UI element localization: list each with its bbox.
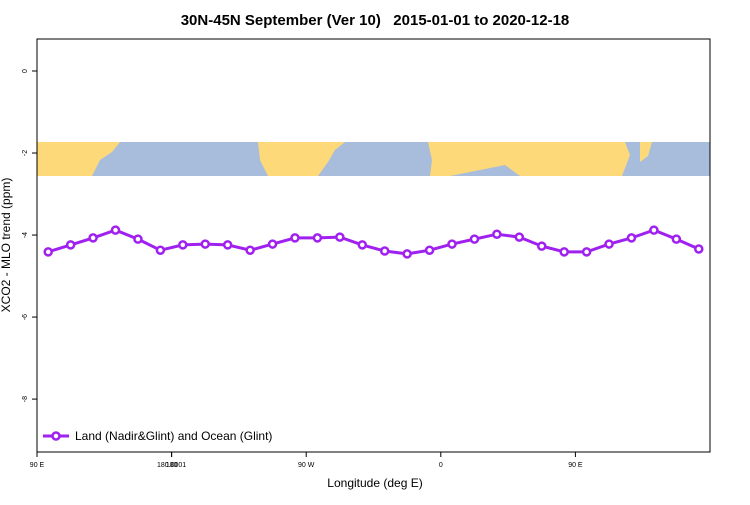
x-tick-label: 0 [439,462,443,469]
chart-title: 30N-45N September (Ver 10) 2015-01-01 to… [181,12,570,29]
x-tick-label: 90 E [30,462,45,469]
data-point [469,234,480,244]
data-point [222,240,233,250]
data-point [626,233,637,243]
x-tick-label: 90 W [298,462,315,469]
data-point [335,232,345,242]
data-point [357,240,368,250]
data-point [155,245,166,255]
x-tick-label: 90 E [568,462,583,469]
x-tick-label: 180 [166,462,178,469]
data-point [43,247,53,257]
land [640,142,652,162]
plot-frame [36,38,711,453]
data-point [402,249,412,259]
data-point [671,234,682,244]
data-point [290,233,300,243]
data-point [133,234,143,244]
data-point [178,240,188,250]
data-point [200,239,210,249]
data-point [649,225,659,235]
land [258,142,345,176]
data-point [694,244,704,254]
x-tick-label: 180.0001 [157,462,186,469]
land [428,142,630,176]
data-point [379,246,390,256]
data-point [424,245,435,255]
data-point [604,239,614,249]
legend-marker [51,431,61,441]
data-line [47,228,700,256]
map-strip [37,142,710,176]
data-point [581,247,592,257]
data-point [267,239,278,249]
data-point [88,233,98,243]
data-point [559,247,569,257]
data-point [312,233,323,243]
data-point [514,232,525,242]
y-axis-label: XCO2 - MLO trend (ppm) [0,178,13,313]
y-tick-label: -6 [22,314,29,320]
legend-label: Land (Nadir&Glint) and Ocean (Glint) [75,429,272,443]
data-point [537,241,547,251]
y-tick-label: 0 [22,69,29,73]
land [37,142,87,176]
y-tick-label: -8 [22,396,29,402]
data-point [110,225,121,235]
data-point [245,245,255,255]
data-point [447,239,457,249]
data-point [65,240,76,250]
y-tick-label: -2 [22,150,29,156]
y-tick-label: -4 [22,232,29,238]
data-point [492,229,502,239]
x-axis-label: Longitude (deg E) [327,476,422,490]
land [87,142,120,176]
